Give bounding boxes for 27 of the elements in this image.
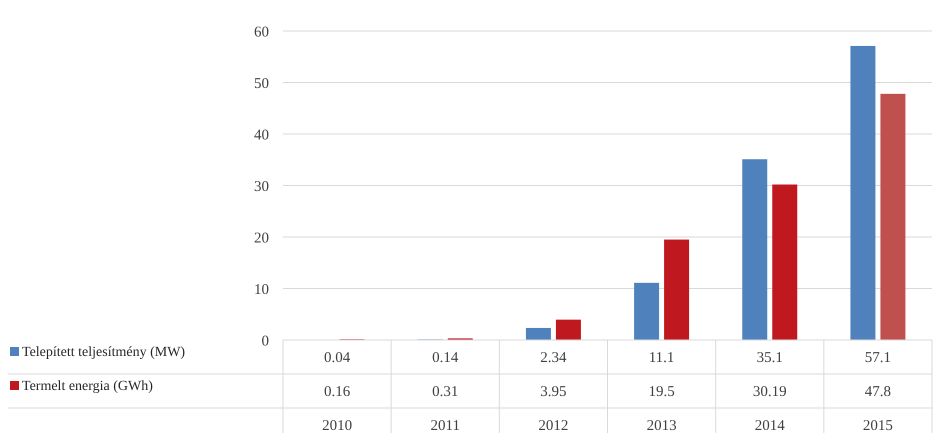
data-label: 47.8 (864, 384, 892, 400)
data-label: 2.34 (540, 350, 568, 366)
data-label: 35.1 (756, 350, 783, 366)
x-tick-label: 2012 (538, 418, 568, 434)
y-tick-label: 10 (254, 282, 269, 298)
y-tick-label: 60 (254, 24, 269, 40)
x-tick-label: 2011 (430, 418, 460, 434)
y-tick-label: 30 (254, 178, 269, 195)
data-label: 0.14 (432, 350, 459, 366)
data-label: 30.19 (752, 384, 787, 400)
data-label: 57.1 (864, 350, 892, 366)
y-tick-label: 20 (254, 230, 269, 246)
data-label: 0.16 (324, 384, 351, 400)
x-tick-label: 2014 (754, 418, 786, 434)
data-label: 3.95 (540, 384, 567, 400)
legend-label: Termelt energia (GWh) (22, 379, 154, 394)
legend-label: Telepített teljesítmény (MW) (22, 345, 186, 360)
data-label: 0.04 (324, 350, 351, 366)
data-label: 0.31 (432, 384, 458, 400)
y-tick-label: 50 (254, 76, 269, 92)
data-label: 19.5 (648, 384, 675, 400)
y-tick-label: 0 (262, 333, 269, 350)
x-tick-label: 2015 (862, 418, 893, 434)
data-label: 11.1 (648, 350, 674, 366)
y-tick-label: 40 (254, 127, 269, 144)
x-tick-label: 2013 (646, 418, 677, 434)
x-tick-label: 2010 (322, 418, 352, 434)
